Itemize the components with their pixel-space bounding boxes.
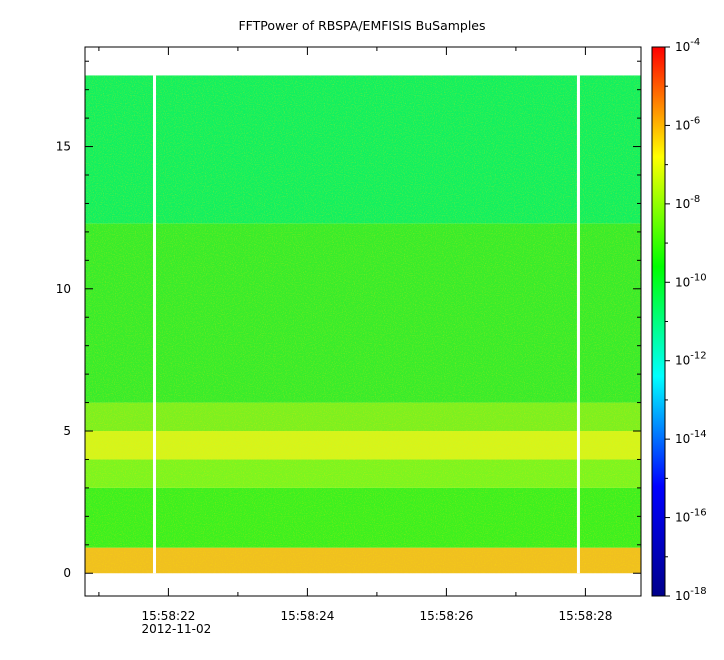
spectrogram-noise-speckle (85, 75, 641, 574)
power-band-speckle-6 (85, 75, 641, 224)
y-tick-label: 10 (56, 282, 71, 296)
power-band-speckle-2 (85, 459, 641, 488)
y-tick-label: 15 (56, 140, 71, 154)
colorbar-tick-label: 10-4 (675, 37, 700, 54)
power-band-speckle-3 (85, 431, 641, 460)
x-tick-label: 15:58:28 (558, 609, 612, 623)
x-tick-label: 15:58:26 (419, 609, 473, 623)
colorbar-tick-label: 10-12 (675, 351, 707, 368)
colorbar-axis: 10-18 10-16 10-14 10-12 10-10 10-8 10-6 10-4 (665, 37, 707, 603)
x-tick-label: 15:58:22 (141, 609, 195, 623)
y-tick-label: 0 (63, 566, 71, 580)
plot-frame (84, 46, 642, 597)
power-band-speckle-0 (85, 547, 641, 574)
colorbar-tick-label: 10-14 (675, 429, 707, 446)
power-band-speckle-1 (85, 487, 641, 548)
data-gap-layer (153, 75, 580, 574)
colorbar-tick-label: 10-16 (675, 508, 707, 525)
colorbar-tick-label: 10-18 (675, 586, 707, 603)
chart-title: FFTPower of RBSPA/EMFISIS BuSamples (238, 18, 485, 33)
x-tick-label: 15:58:24 (280, 609, 334, 623)
x-tick-date-label: 2012-11-02 (142, 622, 212, 636)
colorbar-tick-label: 10-8 (675, 194, 700, 211)
colorbar-tick-label: 10-10 (675, 272, 707, 289)
power-band-speckle-4 (85, 402, 641, 432)
power-band-speckle-5 (85, 223, 641, 403)
y-axis: 0 5 10 15 (56, 60, 641, 580)
colorbar-tick-label: 10-6 (675, 115, 700, 132)
colorbar (651, 46, 666, 597)
y-tick-label: 5 (63, 424, 71, 438)
